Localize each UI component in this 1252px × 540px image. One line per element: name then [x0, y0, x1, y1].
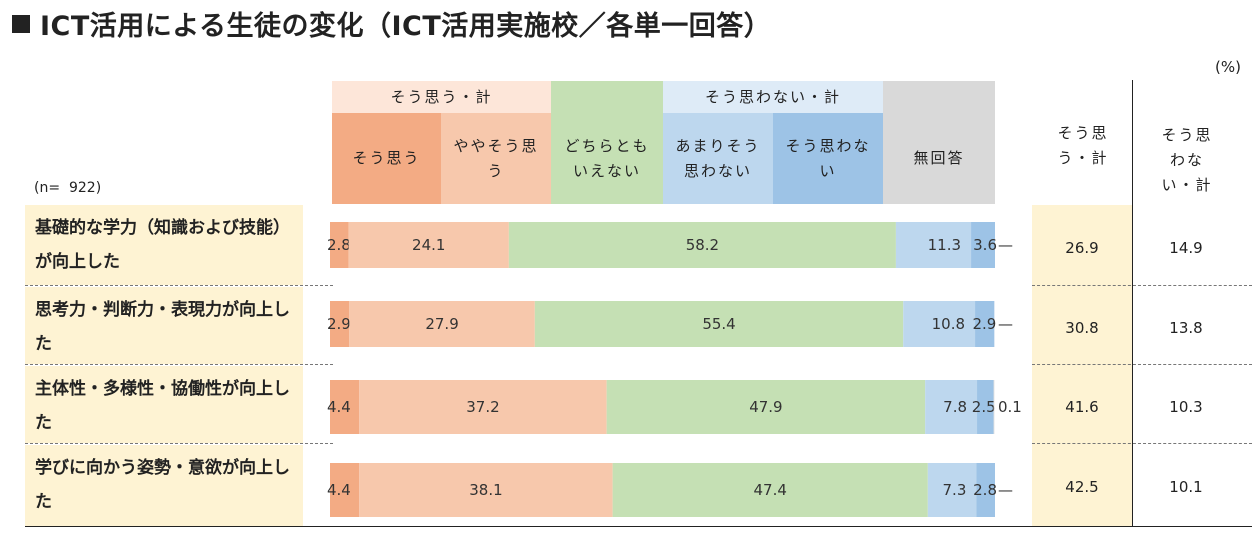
value-label: 7.8 [943, 398, 967, 416]
value-label: 4.4 [327, 481, 351, 499]
sum-agree-value: 30.8 [1065, 319, 1099, 337]
bar-segment [534, 301, 904, 347]
row-separator [25, 443, 333, 444]
bar-segment [359, 463, 613, 517]
sum-agree-value: 26.9 [1065, 239, 1099, 257]
row-separator [25, 285, 333, 286]
row-separator [1032, 285, 1252, 286]
header-sum-disagree: そう思わない・計 [1161, 125, 1213, 194]
header-cat-disagree: そう思わない [773, 113, 883, 204]
bottom-rule [25, 526, 1252, 527]
bar-segment [359, 380, 607, 434]
value-label: 55.4 [702, 315, 735, 333]
value-label: — [998, 315, 1013, 333]
header-cat-somewhat-disagree: あまりそう思わない [663, 113, 773, 204]
column-divider [1132, 80, 1133, 526]
bar-segment [927, 463, 977, 517]
bar-segment [508, 222, 896, 268]
row-separator [25, 364, 333, 365]
header-group-disagree: そう思わない・計 [663, 81, 883, 113]
value-label: 38.1 [469, 481, 502, 499]
value-label: 27.9 [425, 315, 458, 333]
bar-segment [330, 301, 350, 347]
value-label: 0.1 [998, 398, 1022, 416]
bar-segment [903, 301, 976, 347]
bar-segment [349, 301, 535, 347]
value-label: 47.4 [754, 481, 787, 499]
bar-segment [895, 222, 972, 268]
page-title: ICT活用による生徒の変化（ICT活用実施校／各単一回答） [12, 4, 771, 43]
bar-segment [348, 222, 509, 268]
value-label: — [998, 481, 1013, 499]
header-group-agree: そう思う・計 [332, 81, 551, 113]
value-label: 2.9 [972, 315, 996, 333]
row-separator [1032, 443, 1252, 444]
bar-segment [612, 463, 928, 517]
bar-segment [330, 222, 349, 268]
value-label: 58.2 [686, 236, 719, 254]
header-cat-no-answer: 無回答 [883, 81, 995, 204]
row-label-motivation: 学びに向かう姿勢・意欲が向上した [25, 445, 303, 526]
row-label-basic-skills: 基礎的な学力（知識および技能）が向上した [25, 205, 303, 285]
header-cat-neutral: どちらともいえない [551, 81, 663, 204]
row-label-initiative: 主体性・多様性・協働性が向上した [25, 366, 303, 443]
value-label: 2.5 [972, 398, 996, 416]
sum-disagree-value: 10.1 [1169, 478, 1203, 496]
sum-agree-value: 42.5 [1065, 478, 1099, 496]
value-label: 47.9 [749, 398, 782, 416]
square-bullet-icon [12, 15, 30, 33]
value-label: 37.2 [466, 398, 499, 416]
value-label: 10.8 [932, 315, 965, 333]
value-label: 11.3 [928, 236, 961, 254]
sample-size-label: (n= 922) [34, 180, 102, 196]
value-label: 3.6 [973, 236, 997, 254]
bar-segment [993, 380, 995, 434]
bar-segment [971, 222, 995, 268]
bar-segment [977, 380, 994, 434]
header-cat-somewhat-agree: ややそう思う [441, 113, 551, 204]
title-text: ICT活用による生徒の変化（ICT活用実施校／各単一回答） [40, 11, 772, 42]
unit-label: (%) [1215, 58, 1241, 76]
bar-segment [330, 380, 360, 434]
value-label: 2.8 [973, 481, 997, 499]
header-sum-agree: そう思う・計 [1057, 124, 1109, 167]
value-label: 24.1 [412, 236, 445, 254]
row-separator [1032, 364, 1252, 365]
sum-agree-column [1032, 205, 1132, 526]
header-cat-agree: そう思う [332, 113, 441, 204]
value-label: 4.4 [327, 398, 351, 416]
value-label: 2.9 [327, 315, 351, 333]
bar-segment [925, 380, 978, 434]
sum-agree-value: 41.6 [1065, 398, 1099, 416]
value-label: 7.3 [943, 481, 967, 499]
bar-segment [976, 463, 995, 517]
bar-segment [606, 380, 926, 434]
sum-disagree-value: 13.8 [1169, 319, 1203, 337]
row-label-thinking-skills: 思考力・判断力・表現力が向上した [25, 287, 303, 364]
value-label: — [998, 236, 1013, 254]
bar-segment [330, 463, 360, 517]
sum-disagree-value: 14.9 [1169, 239, 1203, 257]
value-label: 2.8 [327, 236, 351, 254]
sum-disagree-value: 10.3 [1169, 398, 1203, 416]
bar-segment [975, 301, 995, 347]
